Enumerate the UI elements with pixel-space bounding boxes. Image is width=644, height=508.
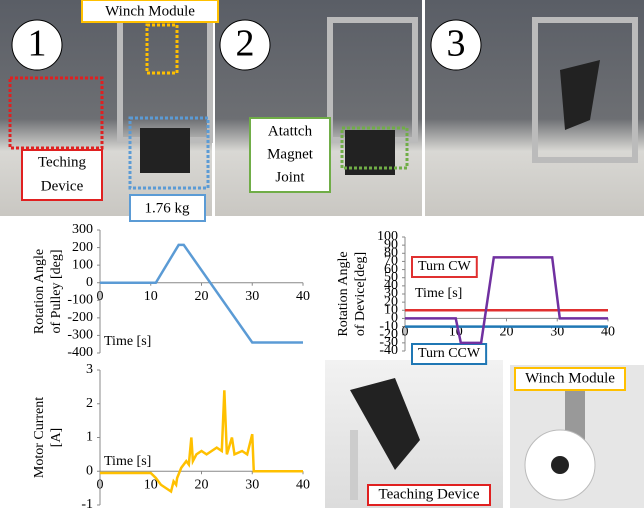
x-tick-label: 40	[296, 289, 310, 304]
label: Teching	[38, 154, 87, 170]
x-tick-label: 30	[245, 477, 259, 492]
robot	[140, 128, 190, 173]
y-axis-title: Rotation Angle	[32, 249, 47, 334]
y-tick-label: 3	[86, 362, 93, 377]
y-tick-label: 1	[86, 430, 93, 445]
y-tick-label: -400	[67, 345, 93, 360]
y-tick-label: 100	[377, 229, 398, 244]
y-axis-title: Motor Current	[32, 397, 47, 478]
photo-row: 1 2 3 Winch Module Teching Device 1.76 k…	[0, 0, 644, 221]
y-tick-label: 2	[86, 396, 93, 411]
legend-label: Turn CCW	[418, 346, 481, 361]
x-axis-title: Time [s]	[104, 454, 151, 469]
label: Device	[41, 178, 84, 194]
x-tick-label: 0	[97, 289, 104, 304]
x-tick-label: 0	[97, 477, 104, 492]
x-axis-title: Time [s]	[415, 286, 462, 301]
y-tick-label: 200	[72, 240, 93, 255]
y-tick-label: -100	[67, 293, 93, 308]
label: Joint	[275, 169, 305, 185]
figure: 1 2 3 Winch Module Teching Device 1.76 k…	[0, 0, 644, 508]
label: Magnet	[267, 146, 314, 162]
label: Teaching Device	[379, 486, 480, 502]
photo-bottom: Teaching Device Winch Module	[325, 360, 644, 508]
x-axis-title: Time [s]	[104, 334, 151, 349]
y-tick-label: -200	[67, 310, 93, 325]
label: 1.76 kg	[145, 200, 191, 216]
label: Winch Module	[105, 3, 195, 19]
panel-number: 3	[447, 23, 466, 65]
page: 1 2 3 Winch Module Teching Device 1.76 k…	[0, 0, 644, 508]
y-axis-title: [A]	[49, 428, 64, 447]
panel-number: 2	[236, 23, 255, 65]
y-tick-label: -1	[81, 497, 93, 508]
x-tick-label: 40	[296, 477, 310, 492]
winch	[551, 456, 569, 474]
x-tick-label: 10	[144, 289, 158, 304]
panel-number: 1	[28, 23, 47, 65]
y-tick-label: 100	[72, 257, 93, 272]
y-axis-title: of Device[deg]	[353, 252, 368, 336]
x-tick-label: 20	[195, 477, 209, 492]
y-tick-label: 0	[86, 463, 93, 478]
y-tick-label: 300	[72, 222, 93, 237]
x-tick-label: 20	[195, 289, 209, 304]
device	[350, 430, 358, 500]
y-axis-title: of Pulley [deg]	[49, 250, 64, 334]
label: Winch Module	[525, 370, 615, 386]
series-line	[100, 390, 303, 491]
legend-label: Turn CW	[418, 259, 472, 274]
x-tick-label: 30	[245, 289, 259, 304]
label: Atattch	[268, 123, 313, 139]
y-tick-label: 0	[86, 275, 93, 290]
y-axis-title: Rotation Angle	[336, 251, 351, 336]
y-tick-label: -300	[67, 328, 93, 343]
